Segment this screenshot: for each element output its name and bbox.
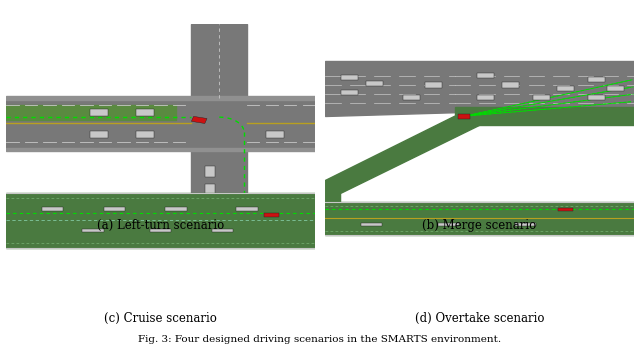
Text: (c) Cruise scenario: (c) Cruise scenario (104, 312, 217, 325)
Bar (6, 147, 315, 151)
Bar (136, 132, 154, 138)
Polygon shape (325, 116, 479, 208)
Bar (502, 82, 518, 87)
Bar (236, 207, 258, 211)
Bar (266, 132, 284, 138)
Bar (191, 98, 247, 149)
Bar (6, 98, 315, 149)
Bar (607, 86, 623, 91)
Bar (360, 223, 382, 227)
Bar (165, 207, 187, 211)
Bar (264, 213, 280, 217)
Text: (b) Merge scenario: (b) Merge scenario (422, 219, 536, 231)
Bar (150, 229, 172, 232)
Bar (212, 229, 233, 232)
Bar (588, 77, 605, 82)
Bar (477, 73, 494, 78)
Bar (191, 116, 207, 124)
Bar (325, 202, 634, 235)
Text: (a) Left-turn scenario: (a) Left-turn scenario (97, 219, 224, 231)
Bar (205, 166, 216, 177)
Bar (6, 193, 315, 248)
Text: (d) Overtake scenario: (d) Overtake scenario (415, 312, 544, 325)
Bar (515, 223, 536, 227)
Bar (557, 86, 574, 91)
Bar (532, 95, 550, 100)
Bar (82, 229, 104, 232)
Bar (424, 82, 442, 87)
Polygon shape (325, 61, 634, 116)
Text: Fig. 3: Four designed driving scenarios in the SMARTS environment.: Fig. 3: Four designed driving scenarios … (138, 335, 502, 344)
Bar (90, 109, 108, 116)
Bar (42, 207, 63, 211)
Bar (477, 95, 494, 100)
Bar (341, 90, 358, 95)
Bar (191, 24, 247, 98)
Bar (366, 81, 383, 86)
Bar (558, 208, 573, 211)
Bar (104, 207, 125, 211)
Bar (458, 114, 470, 119)
Bar (438, 223, 460, 227)
Bar (341, 75, 358, 80)
Bar (403, 95, 420, 100)
Bar (205, 184, 216, 195)
Bar (191, 149, 247, 208)
Bar (136, 109, 154, 116)
Bar (90, 132, 108, 138)
Bar (6, 105, 176, 120)
Bar (6, 96, 315, 100)
Bar (454, 107, 634, 126)
Bar (588, 95, 605, 100)
